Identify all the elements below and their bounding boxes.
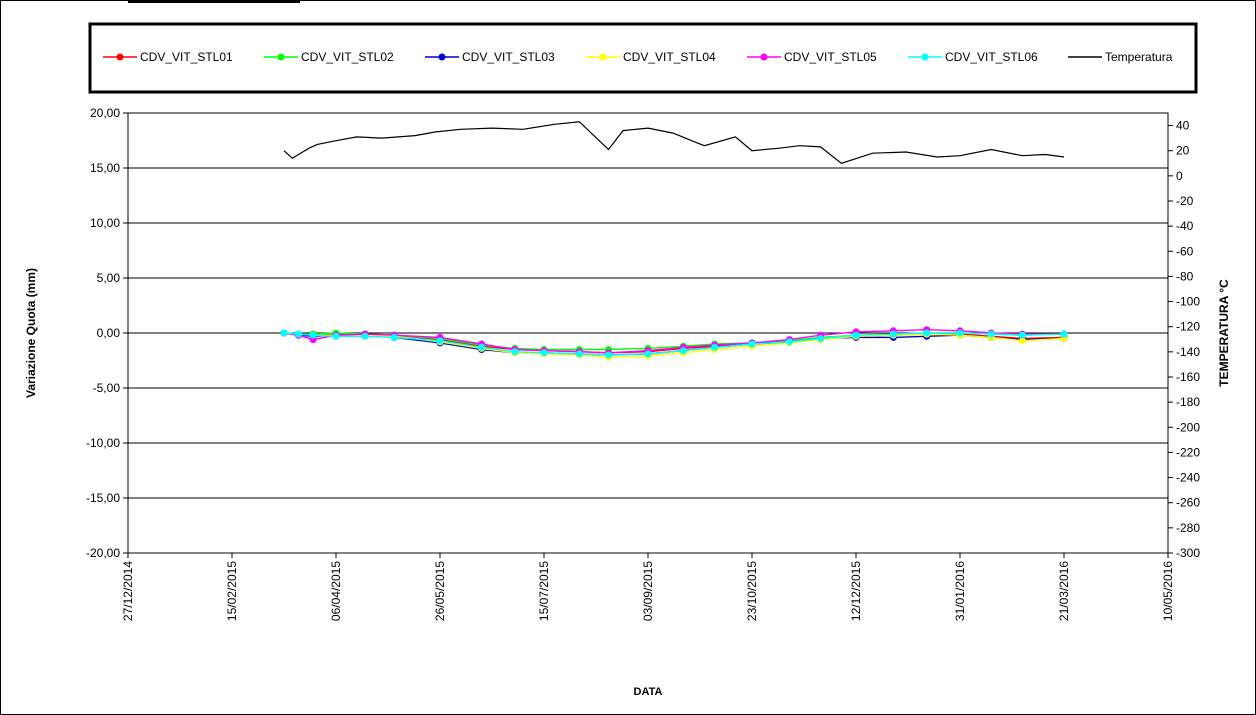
legend-label: CDV_VIT_STL03 <box>462 50 555 64</box>
legend-swatch-marker <box>599 53 607 61</box>
x-tick-label: 10/05/2016 <box>1161 561 1175 621</box>
x-tick-label: 15/07/2015 <box>537 561 551 621</box>
series-temperatura <box>283 121 1065 164</box>
y2-tick-label: 0 <box>1176 169 1183 183</box>
legend-item: Temperatura <box>1068 50 1173 64</box>
legend: CDV_VIT_STL01 CDV_VIT_STL02 CDV_VIT_STL03 C… <box>103 50 1173 64</box>
y-axis-right: 40 20 0 -20 -40 -60 -80 -100 -120 -140 -160 -180 -20… <box>1168 119 1200 560</box>
y2-tick-label: -260 <box>1176 496 1200 510</box>
legend-swatch-marker <box>116 53 124 61</box>
data-point <box>679 347 687 355</box>
x-tick-label: 26/05/2015 <box>433 561 447 621</box>
legend-item: CDV_VIT_STL03 <box>425 50 555 64</box>
y-tick-label: -10,00 <box>86 436 120 450</box>
y2-tick-label: -180 <box>1176 395 1200 409</box>
y-axis-left: 20,00 15,00 10,00 5,00 0,00 -5,00 -10,00 -15,00… <box>86 106 128 560</box>
legend-label: Temperatura <box>1105 50 1173 64</box>
data-point <box>1018 337 1026 345</box>
data-point <box>987 330 995 338</box>
legend-swatch-marker <box>760 53 768 61</box>
y2-tick-label: -120 <box>1176 320 1200 334</box>
legend-label: CDV_VIT_STL04 <box>623 50 716 64</box>
data-point <box>436 337 444 345</box>
x-tick-label: 12/12/2015 <box>849 561 863 621</box>
series-cdv-vit-stl06 <box>280 329 1068 359</box>
data-point <box>644 350 652 358</box>
data-point <box>332 332 340 340</box>
data-point <box>817 335 825 342</box>
y2-tick-label: -60 <box>1176 244 1194 258</box>
data-point <box>605 351 612 359</box>
y2-tick-label: -160 <box>1176 370 1200 384</box>
x-axis: 27/12/2014 15/02/2015 06/04/2015 26/05/2015… <box>121 553 1175 621</box>
y-axis-label: Variazione Quota (mm) <box>24 268 38 398</box>
y-tick-label: 20,00 <box>90 106 120 120</box>
y2-tick-label: -40 <box>1176 219 1194 233</box>
data-point <box>748 340 756 348</box>
y2-tick-label: -280 <box>1176 521 1200 535</box>
y2-tick-label: -240 <box>1176 471 1200 485</box>
legend-label: CDV_VIT_STL01 <box>140 50 233 64</box>
y2-tick-label: -200 <box>1176 420 1200 434</box>
y2-tick-label: -140 <box>1176 345 1200 359</box>
series-layer <box>280 121 1068 361</box>
data-point <box>1060 330 1068 338</box>
x-tick-label: 06/04/2015 <box>329 561 343 621</box>
y2-axis-label: TEMPERATURA °C <box>1217 279 1231 387</box>
data-point <box>361 332 369 340</box>
legend-item: CDV_VIT_STL05 <box>747 50 877 64</box>
data-point <box>280 329 288 337</box>
x-tick-label: 03/09/2015 <box>641 561 655 621</box>
y2-tick-label: 20 <box>1176 144 1190 158</box>
legend-label: CDV_VIT_STL06 <box>945 50 1038 64</box>
legend-item: CDV_VIT_STL02 <box>264 50 394 64</box>
data-point <box>956 329 964 337</box>
legend-swatch-marker <box>277 53 285 61</box>
data-point <box>852 331 860 339</box>
data-point <box>1018 331 1026 339</box>
data-point <box>295 330 303 338</box>
legend-item: CDV_VIT_STL06 <box>908 50 1038 64</box>
x-tick-label: 15/02/2015 <box>225 561 239 621</box>
data-point <box>390 333 398 341</box>
y-tick-label: 15,00 <box>90 161 120 175</box>
data-point <box>511 348 519 356</box>
y-tick-label: 0,00 <box>97 326 121 340</box>
data-point <box>575 350 583 358</box>
x-axis-label: DATA <box>634 686 663 698</box>
data-point <box>309 331 317 339</box>
y-tick-label: -20,00 <box>86 546 120 560</box>
y2-tick-label: -100 <box>1176 295 1200 309</box>
y2-tick-label: 40 <box>1176 119 1190 133</box>
x-tick-label: 31/01/2016 <box>953 561 967 621</box>
data-point <box>785 338 793 346</box>
legend-box <box>88 22 1198 94</box>
y-tick-label: 5,00 <box>97 271 121 285</box>
data-point <box>478 343 486 351</box>
x-tick-label: 21/03/2016 <box>1057 561 1071 621</box>
y2-tick-label: -80 <box>1176 269 1194 283</box>
x-tick-label: 27/12/2014 <box>121 561 135 621</box>
legend-swatch-marker <box>438 53 446 61</box>
legend-label: CDV_VIT_STL05 <box>784 50 877 64</box>
data-point <box>889 330 897 338</box>
data-point <box>711 343 719 351</box>
series-line <box>283 121 1065 164</box>
y-tick-label: -5,00 <box>93 381 121 395</box>
y2-tick-label: -300 <box>1176 546 1200 560</box>
data-point <box>540 349 548 357</box>
data-point <box>923 329 931 337</box>
legend-label: CDV_VIT_STL02 <box>301 50 394 64</box>
legend-swatch-marker <box>921 53 929 61</box>
x-tick-label: 23/10/2015 <box>745 561 759 621</box>
y-tick-label: -15,00 <box>86 491 120 505</box>
legend-item: CDV_VIT_STL04 <box>586 50 716 64</box>
legend-item: CDV_VIT_STL01 <box>103 50 233 64</box>
y2-tick-label: -220 <box>1176 445 1200 459</box>
y2-tick-label: -20 <box>1176 194 1194 208</box>
y-tick-label: 10,00 <box>90 216 120 230</box>
